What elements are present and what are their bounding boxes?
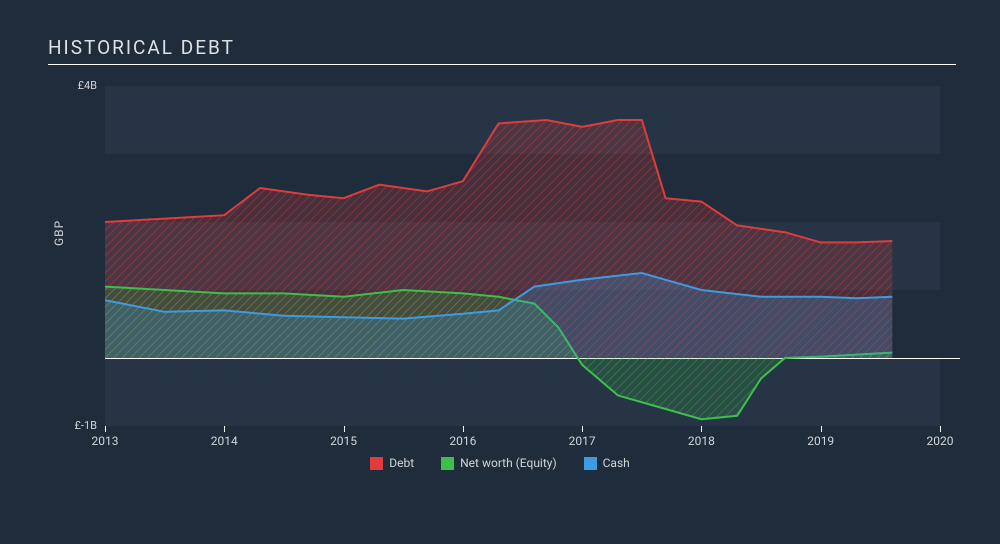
legend-item-equity: Net worth (Equity) [441, 456, 557, 470]
x-tick-label: 2018 [681, 434, 721, 448]
x-tick-label: 2013 [85, 434, 125, 448]
legend: Debt Net worth (Equity) Cash [0, 456, 1000, 473]
legend-swatch-equity [441, 457, 454, 470]
legend-item-cash: Cash [584, 456, 630, 470]
legend-label-cash: Cash [603, 456, 630, 470]
y-axis-label: GBP [52, 220, 66, 246]
x-tick-label: 2019 [801, 434, 841, 448]
x-tick-mark [582, 426, 583, 432]
series-svg [105, 86, 940, 426]
legend-swatch-debt [370, 457, 383, 470]
x-tick-label: 2015 [324, 434, 364, 448]
x-tick-mark [463, 426, 464, 432]
x-tick-mark [940, 426, 941, 432]
x-tick-label: 2020 [920, 434, 960, 448]
plot-area [105, 86, 940, 426]
x-tick-mark [701, 426, 702, 432]
y-tick-label: £4B [57, 79, 97, 92]
x-tick-label: 2014 [204, 434, 244, 448]
y-tick-label: £-1B [57, 419, 97, 432]
x-tick-mark [344, 426, 345, 432]
x-tick-mark [105, 426, 106, 432]
title-underline [48, 64, 956, 65]
legend-swatch-cash [584, 457, 597, 470]
legend-label-debt: Debt [389, 456, 414, 470]
x-tick-label: 2016 [443, 434, 483, 448]
legend-item-debt: Debt [370, 456, 414, 470]
legend-label-equity: Net worth (Equity) [460, 456, 557, 470]
chart-container: HISTORICAL DEBT GBP Debt Net worth (Equi… [0, 0, 1000, 544]
x-tick-label: 2017 [562, 434, 602, 448]
x-tick-mark [224, 426, 225, 432]
x-tick-mark [821, 426, 822, 432]
chart-title: HISTORICAL DEBT [48, 36, 235, 59]
